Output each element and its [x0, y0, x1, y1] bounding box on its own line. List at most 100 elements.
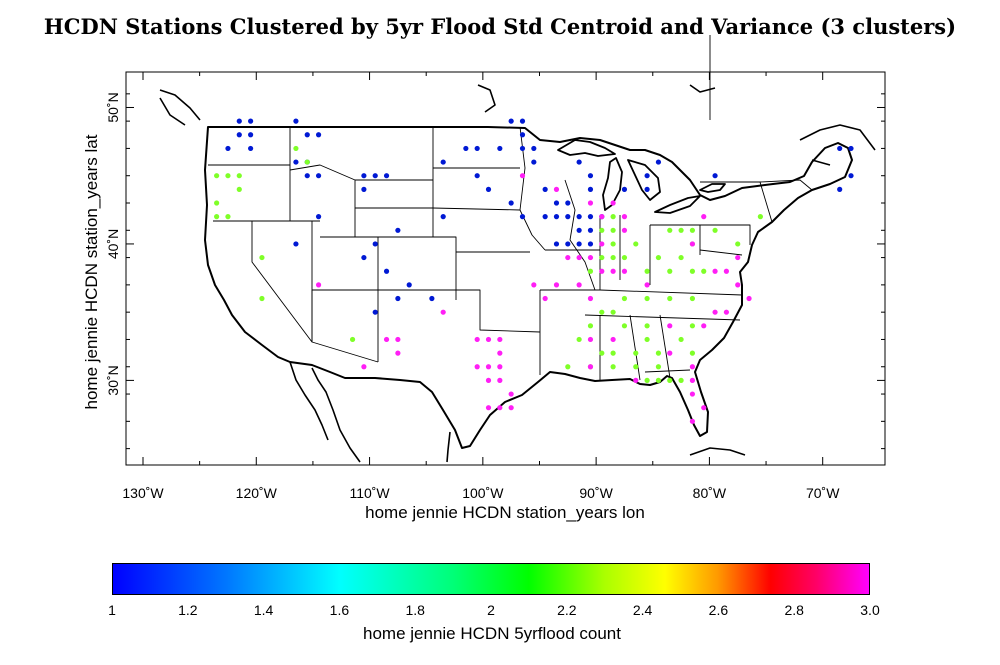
station-marker-cluster-3: [485, 405, 492, 411]
station-marker-cluster-3: [599, 268, 605, 274]
colorbar-tick-label: 1: [108, 602, 116, 618]
station-marker-cluster-1: [587, 241, 594, 247]
station-marker-cluster-2: [621, 295, 628, 302]
colorbar-tick-label: 2.6: [709, 602, 729, 618]
station-marker-cluster-2: [678, 227, 684, 233]
cuba: [689, 447, 746, 456]
station-marker-cluster-1: [293, 241, 299, 247]
station-marker-cluster-2: [667, 227, 673, 233]
station-marker-cluster-2: [587, 323, 594, 329]
station-marker-cluster-1: [383, 268, 390, 274]
station-marker-cluster-3: [701, 214, 707, 220]
station-marker-cluster-2: [655, 364, 662, 370]
station-marker-cluster-2: [236, 173, 242, 179]
station-marker-cluster-3: [497, 350, 503, 356]
station-marker-cluster-3: [531, 282, 537, 288]
colorbar-tick-label: 3.0: [860, 602, 880, 618]
station-marker-cluster-2: [610, 227, 616, 233]
y-axis: 30˚N 40˚N 50˚N: [105, 92, 885, 450]
x-tick-label: 110˚W: [349, 485, 390, 501]
station-marker-cluster-2: [599, 350, 605, 356]
station-marker-cluster-2: [610, 214, 616, 220]
station-marker-cluster-3: [587, 254, 594, 261]
station-marker-cluster-1: [837, 145, 843, 152]
station-marker-cluster-1: [576, 159, 582, 165]
station-marker-cluster-3: [553, 282, 560, 288]
colorbar-tick-label: 1.2: [178, 602, 198, 618]
x-tick-label: 90˚W: [579, 485, 613, 501]
station-marker-cluster-1: [315, 173, 322, 179]
station-marker-cluster-3: [667, 350, 673, 356]
station-marker-cluster-1: [621, 186, 628, 192]
station-marker-cluster-1: [406, 282, 412, 288]
station-marker-cluster-1: [383, 173, 390, 179]
station-marker-cluster-2: [735, 241, 741, 247]
station-marker-cluster-1: [519, 214, 526, 220]
station-marker-cluster-3: [565, 254, 571, 261]
station-marker-cluster-1: [248, 145, 254, 152]
station-marker-cluster-2: [214, 200, 220, 206]
station-marker-cluster-2: [689, 227, 696, 233]
map-title: HCDN Stations Clustered by 5yr Flood Std…: [43, 14, 957, 39]
station-marker-cluster-1: [395, 227, 401, 233]
station-marker-cluster-2: [633, 350, 639, 356]
station-marker-cluster-3: [633, 377, 639, 383]
station-marker-cluster-2: [349, 336, 356, 343]
station-marker-cluster-2: [610, 364, 616, 370]
station-markers: [214, 118, 854, 424]
station-marker-cluster-1: [225, 145, 231, 152]
station-marker-cluster-1: [587, 186, 594, 192]
x-tick-label: 120˚W: [236, 485, 278, 501]
lake-erie: [654, 195, 701, 214]
station-marker-cluster-2: [678, 254, 684, 261]
station-marker-cluster-2: [689, 295, 696, 302]
station-marker-cluster-1: [372, 241, 378, 247]
station-marker-cluster-2: [655, 254, 662, 261]
colorbar-label: home jennie HCDN 5yrflood count: [363, 624, 621, 643]
station-marker-cluster-1: [293, 118, 299, 124]
station-marker-cluster-3: [519, 173, 526, 179]
station-marker-cluster-2: [259, 295, 265, 302]
colorbar-tick-label: 2.8: [784, 602, 804, 618]
station-marker-cluster-2: [621, 254, 628, 261]
station-marker-cluster-1: [565, 241, 571, 247]
station-marker-cluster-2: [701, 268, 707, 274]
station-marker-cluster-2: [214, 214, 220, 220]
x-tick-label: 100˚W: [462, 485, 504, 501]
station-marker-cluster-1: [497, 145, 503, 152]
station-marker-cluster-2: [621, 323, 628, 329]
station-marker-cluster-1: [361, 254, 367, 261]
station-marker-cluster-1: [236, 132, 242, 138]
station-marker-cluster-3: [621, 268, 628, 274]
station-marker-cluster-1: [587, 173, 594, 179]
station-marker-cluster-2: [667, 377, 673, 383]
x-axis-label: home jennie HCDN station_years lon: [365, 503, 645, 522]
station-marker-cluster-3: [610, 268, 616, 274]
station-marker-cluster-1: [553, 200, 560, 206]
station-marker-cluster-1: [315, 214, 322, 220]
station-marker-cluster-2: [236, 186, 242, 192]
station-marker-cluster-1: [519, 145, 526, 152]
mexico-coast: [289, 361, 451, 463]
station-marker-cluster-1: [508, 200, 514, 206]
station-marker-cluster-1: [474, 173, 480, 179]
station-marker-cluster-2: [610, 309, 616, 315]
station-marker-cluster-3: [587, 336, 594, 343]
colorbar-tick-label: 1.8: [405, 602, 425, 618]
y-tick-label: 40˚N: [105, 229, 121, 259]
station-marker-cluster-3: [599, 214, 605, 220]
colorbar-tick-label: 2: [487, 602, 495, 618]
station-marker-cluster-3: [497, 405, 503, 411]
station-marker-cluster-2: [610, 350, 616, 356]
station-marker-cluster-3: [610, 200, 616, 206]
station-marker-cluster-1: [440, 214, 446, 220]
station-marker-cluster-2: [610, 241, 616, 247]
station-marker-cluster-3: [746, 295, 752, 302]
y-tick-label: 50˚N: [105, 92, 121, 122]
station-marker-cluster-1: [565, 200, 571, 206]
station-marker-cluster-1: [463, 145, 469, 152]
station-marker-cluster-1: [553, 241, 560, 247]
station-marker-cluster-2: [293, 145, 299, 152]
station-marker-cluster-1: [576, 214, 582, 220]
